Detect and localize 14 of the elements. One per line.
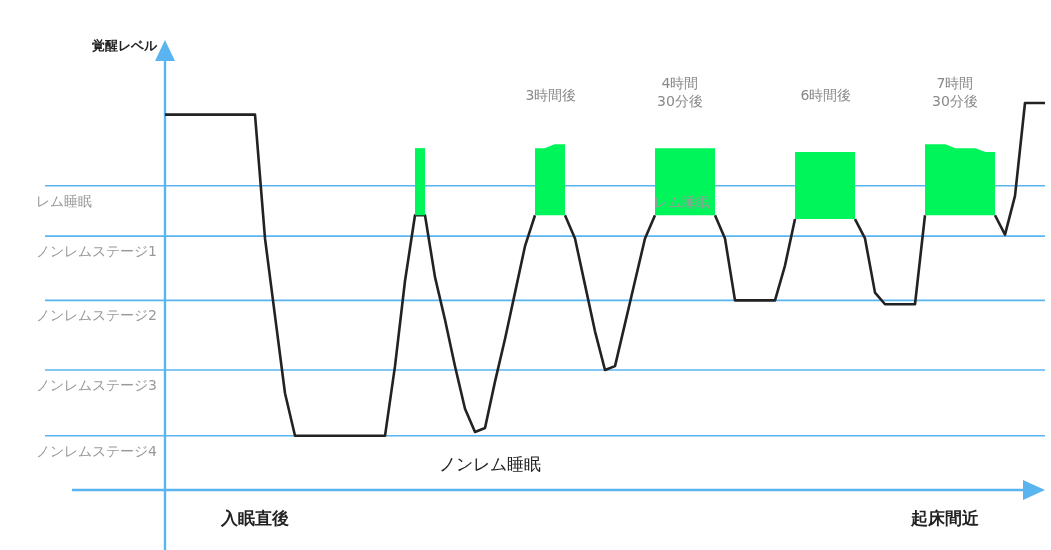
ref-line-label: ノンレムステージ1 <box>36 243 157 260</box>
annotation: レム睡眠 <box>654 194 710 210</box>
annotation: 3時間後 <box>525 87 577 103</box>
annotation: ノンレム睡眠 <box>439 454 541 474</box>
annotation: 6時間後 <box>800 87 852 103</box>
annotation: 4時間 30分後 <box>657 75 703 109</box>
ref-line-label: ノンレムステージ4 <box>36 442 157 459</box>
ref-line-label: ノンレムステージ2 <box>36 307 157 324</box>
x-tick-label: 起床間近 <box>910 508 980 528</box>
ref-line-label: ノンレムステージ3 <box>36 377 157 394</box>
x-tick-label: 入眠直後 <box>220 508 289 528</box>
ref-line-label: レム睡眠 <box>36 192 92 209</box>
annotation: 7時間 30分後 <box>932 75 978 109</box>
y-axis-title: 覚醒レベル <box>92 38 158 53</box>
